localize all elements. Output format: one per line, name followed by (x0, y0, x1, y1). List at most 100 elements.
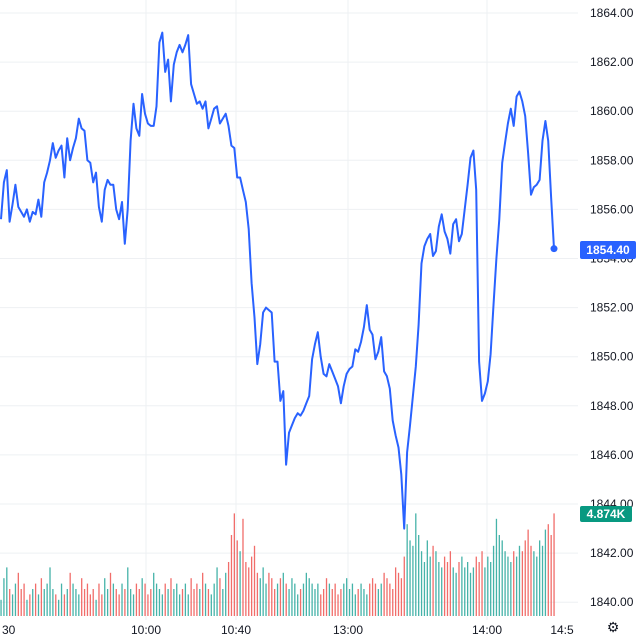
volume-bar (46, 583, 48, 616)
volume-bar (279, 578, 282, 616)
volume-bar (29, 594, 31, 616)
volume-bar (0, 599, 2, 616)
volume-bar (66, 589, 68, 616)
volume-bar (366, 594, 368, 616)
price-line (0, 31, 555, 530)
volume-bar (527, 529, 529, 616)
volume-bar (52, 589, 54, 616)
volume-bar (429, 556, 431, 616)
volume-bar (144, 583, 146, 616)
volume-bar (112, 583, 115, 616)
volume-bar (530, 545, 532, 616)
volume-bar (14, 583, 17, 616)
volume-bar (544, 529, 547, 616)
volume-bar (199, 589, 201, 616)
volume-bar (403, 556, 405, 616)
volume-bar (478, 562, 480, 616)
volume-badge-text: 4.874K (587, 507, 626, 521)
volume-bar (406, 524, 408, 616)
volume-bar (193, 589, 195, 616)
volume-bar (305, 572, 308, 616)
x-tick-label: 10:40 (221, 623, 251, 637)
volume-bar (420, 551, 423, 616)
volume-bar (452, 567, 454, 616)
volume-bar (253, 545, 256, 616)
volume-bar (121, 583, 123, 616)
gear-icon[interactable]: ⚙ (606, 619, 620, 635)
volume-bar (239, 551, 241, 616)
volume-bar (282, 572, 284, 616)
volume-bar (331, 589, 333, 616)
volume-bar (334, 583, 336, 616)
y-tick-label: 1860.00 (590, 104, 634, 118)
volume-bar (268, 572, 270, 616)
volume-bar (515, 556, 518, 616)
volume-bar (475, 556, 477, 616)
volume-bar (78, 594, 80, 616)
volume-bar (343, 583, 345, 616)
volume-bar (394, 567, 397, 616)
volume-bar (455, 572, 457, 616)
volume-bar (386, 578, 388, 616)
volume-bar (472, 567, 475, 616)
volume-bar (377, 589, 380, 616)
y-tick-label: 1842.00 (590, 546, 634, 560)
volume-bar (371, 578, 374, 616)
volume-bar (507, 556, 509, 616)
volume-bar (92, 589, 94, 616)
volume-bar (178, 594, 181, 616)
volume-bar (49, 567, 51, 616)
volume-bar (86, 583, 89, 616)
volume-bar (106, 589, 109, 616)
volume-bar (348, 589, 351, 616)
volume-bar (415, 513, 417, 616)
volume-bar (297, 594, 299, 616)
volume-bar (227, 562, 230, 616)
volume-bar (173, 589, 175, 616)
volume-bar (115, 589, 117, 616)
volume-bar (518, 545, 521, 616)
volume-bar (236, 540, 238, 616)
volume-bar (510, 562, 512, 616)
volume-bar (360, 583, 362, 616)
volume-bar (69, 572, 71, 616)
volume-bar (98, 583, 100, 616)
volume-bar (369, 583, 371, 616)
volume-bar (150, 589, 152, 616)
volume-bar (354, 594, 356, 616)
volume-bar (213, 583, 215, 616)
volume-badge: 4.874K (580, 506, 632, 522)
volume-bar (256, 572, 259, 616)
volume-bar (311, 583, 313, 616)
volume-bar (147, 594, 149, 616)
volume-bar (230, 535, 233, 616)
volume-bar (104, 578, 106, 616)
volume-bar (317, 583, 319, 616)
volume-bar (495, 518, 498, 616)
volume-bar (138, 589, 140, 616)
volume-bar (383, 572, 385, 616)
last-price-badge: 1854.40 (580, 241, 636, 259)
volume-bar (550, 535, 552, 616)
volume-bar (204, 583, 207, 616)
volume-bar (533, 551, 535, 616)
volume-bar (130, 589, 132, 616)
volume-bar (446, 562, 449, 616)
volume-bar (161, 594, 163, 616)
volume-bar (181, 589, 184, 616)
volume-bar (167, 589, 169, 616)
volume-bar (314, 589, 316, 616)
volume-bar (9, 589, 11, 616)
volume-bar (302, 583, 305, 616)
volume-bar (164, 583, 166, 616)
volume-bar (210, 594, 212, 616)
volume-bar (170, 578, 172, 616)
volume-bar (63, 594, 66, 616)
volume-bar (363, 589, 365, 616)
volume-bar (158, 589, 161, 616)
volume-bar (259, 578, 261, 616)
x-axis[interactable]: 30 10:00 10:40 13:00 14:00 14:5 (2, 623, 574, 637)
x-tick-label: 13:00 (333, 623, 363, 637)
volume-bar (325, 578, 328, 616)
